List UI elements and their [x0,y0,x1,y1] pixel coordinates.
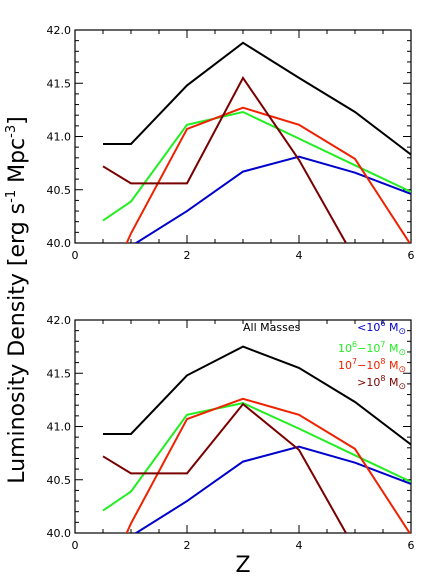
top-y-tick-label: 40.0 [47,237,72,250]
bottom-series-lt6 [134,445,411,533]
bottom-series-gt8 [102,402,348,533]
y-axis-title: Luminosity Density [erg s-1 Mpc-3] [4,116,30,483]
top-x-tick-label: 4 [296,249,303,262]
top-plot-frame [74,29,412,244]
top-y-tick-label: 41.0 [47,131,72,144]
bottom-y-tick-label: 40.0 [47,527,72,540]
top-x-tick-label: 0 [72,249,79,262]
top-series-all [103,41,411,156]
top-y-tick-label: 41.5 [47,77,72,90]
top-x-tick-label: 6 [408,249,415,262]
legend-gt-1e8: >108 M⊙ [357,374,406,392]
top-series-lt6 [134,155,411,243]
bottom-x-tick-label: 0 [72,539,79,552]
top-y-tick-label: 40.5 [47,184,72,197]
bottom-y-tick-label: 42.0 [47,314,72,327]
top-panel: 0 2 4 6 40.0 40.5 41.0 41.5 42.0 [47,24,415,262]
bottom-y-tick-label: 40.5 [47,474,72,487]
legend-1e7-1e8: 107−108 M⊙ [338,357,406,375]
bottom-series-all [103,345,411,446]
legend-lt-1e6: <106 M⊙ [357,319,406,337]
top-series-m6to7 [102,110,411,222]
top-series-gt8 [102,75,348,243]
bottom-x-tick-label: 2 [184,539,191,552]
top-y-tick-label: 42.0 [47,24,72,37]
legend: All Masses <106 M⊙ 106−107 M⊙ 107−108 M⊙… [243,319,406,392]
bottom-x-tick-label: 4 [296,539,303,552]
bottom-panel: 0 2 4 6 40.0 40.5 41.0 41.5 42.0 [47,314,415,552]
bottom-x-tick-label: 6 [408,539,415,552]
top-x-tick-label: 2 [184,249,191,262]
x-axis-title: Z [235,553,250,578]
bottom-series-m7to8 [125,397,411,533]
bottom-y-tick-label: 41.5 [47,367,72,380]
legend-all-masses: All Masses [243,321,301,334]
legend-1e6-1e7: 106−107 M⊙ [338,340,406,358]
top-series-m7to8 [125,106,411,243]
bottom-y-tick-label: 41.0 [47,421,72,434]
